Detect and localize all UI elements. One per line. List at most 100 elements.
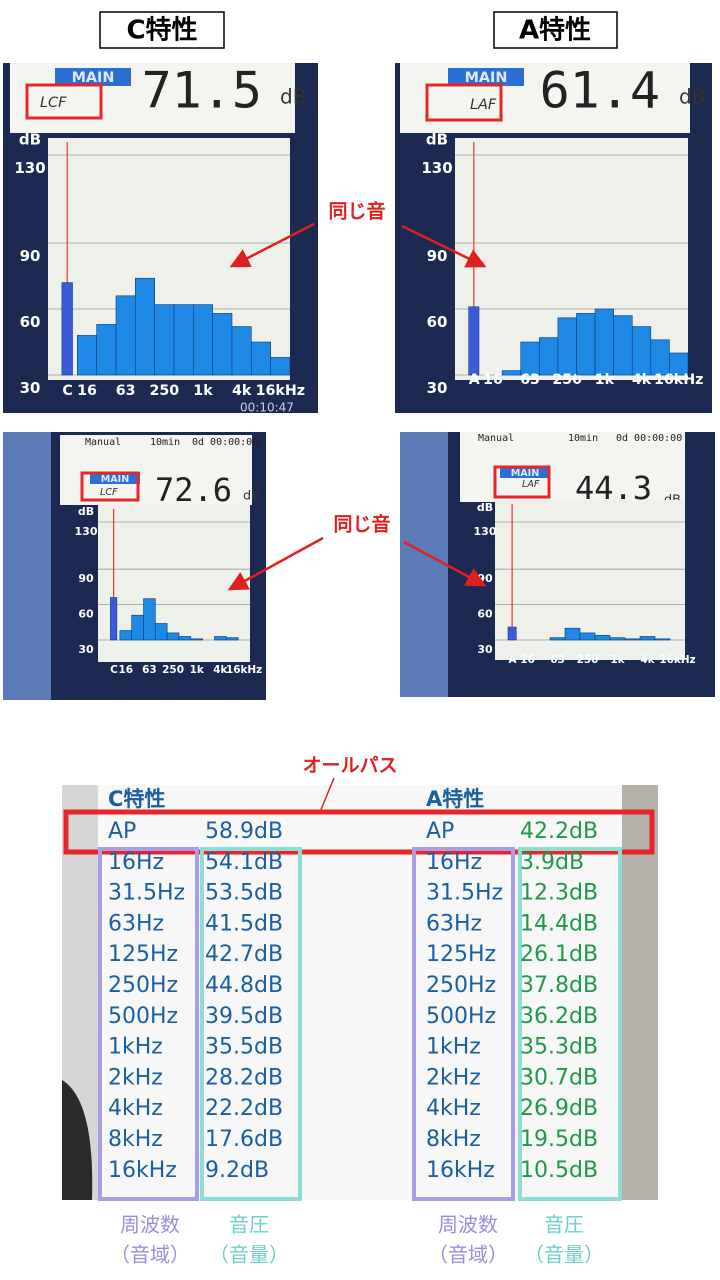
bar [166,632,180,641]
allpass-box [63,809,655,855]
y-axis-label: dB [426,131,448,149]
bar [639,636,656,641]
bar [212,313,233,376]
arrow [229,222,315,268]
y-axis-label: dB [477,501,493,514]
x-tick-label: 4k [232,383,252,399]
bar [131,614,144,641]
band-level: 36.2dB [520,1004,598,1029]
x-tick-label: A [508,654,517,666]
band-label: 4kHz [426,1096,481,1121]
band-label: 63Hz [426,911,482,936]
main-label: MAIN [511,468,540,479]
band-level: 42.7dB [205,942,283,967]
band-label: 8kHz [108,1127,163,1152]
column-heading: C特性 [108,787,165,811]
x-tick-label: 16 [118,664,133,676]
x-tick-label: 63 [116,383,136,399]
bar [549,637,566,641]
x-tick-label: 16kHz [226,664,262,676]
legend-text: （音量） [524,1243,604,1267]
band-level: 42.2dB [520,819,598,844]
bar [115,295,136,376]
x-tick-label: 4k [632,372,652,388]
band-level: 10.5dB [520,1158,598,1183]
band-level: 22.2dB [205,1096,283,1121]
mode-label: LAF [470,97,497,113]
bar [135,277,155,376]
band-level: 35.5dB [205,1035,283,1060]
band-label: 1kHz [426,1035,481,1060]
y-tick-label: 60 [477,608,493,621]
y-axis-label: dB [78,505,94,518]
y-tick-label: 30 [427,379,448,397]
band-label: AP [108,819,136,844]
band-label: AP [426,819,454,844]
bar [576,313,596,376]
bar [557,317,577,376]
bar [539,337,559,376]
bar [143,598,156,641]
level-box [200,847,302,1201]
reading-unit: dB [243,489,260,504]
status-text: 0d 00:00:00 [616,433,682,444]
x-tick-label: 16 [483,372,503,388]
band-label: 250Hz [108,973,178,998]
legend-text: 周波数 [438,1213,498,1237]
bar [594,634,611,641]
freq-box [412,847,515,1201]
callout-line [319,777,335,813]
arrow [403,540,487,587]
mode-label: LCF [40,95,67,111]
x-tick-label: 63 [142,664,157,676]
main-label: MAIN [101,474,130,485]
bar [654,638,671,641]
title-a: A特性 [519,15,591,46]
meter-casing [3,432,51,700]
x-tick-label: 16kHz [659,654,695,666]
legend-text: 周波数 [120,1213,180,1237]
bar [77,335,97,376]
y-tick-label: 130 [421,159,452,177]
reading: 71.5 [142,62,262,120]
band-label: 1kHz [108,1035,163,1060]
reading: 72.6 [155,471,232,509]
legend-text: 音圧 [544,1213,584,1237]
y-tick-label: 90 [78,572,94,585]
bar [173,304,194,376]
band-label: 16Hz [426,850,482,875]
x-tick-label: 4k [213,664,228,676]
highlight-box [25,83,103,120]
bar [214,636,227,641]
table: オールパス C特性 AP 58.9dB 16Hz 54.1dB 31.5Hz 53.5dB 6… [62,755,658,1267]
meter: Manual 10min 0d 00:00:00 MAIN LCF 72.6 dB dB 130… [3,432,266,700]
mode-label: LCF [100,487,118,498]
y-tick-label: 60 [427,313,448,331]
band-label: 125Hz [426,942,496,967]
y-tick-label: 130 [75,525,98,538]
band-level: 26.1dB [520,942,598,967]
status-text: 0d 00:00:00 [192,437,258,448]
y-axis-label: dB [19,131,41,149]
bar [564,627,581,641]
band-level: 26.9dB [520,1096,598,1121]
x-tick-label: 63 [520,372,540,388]
highlight-box [493,465,551,499]
band-level: 3.9dB [520,850,584,875]
bar [190,638,203,641]
band-level: 17.6dB [205,1127,283,1152]
band-level: 19.5dB [520,1127,598,1152]
status-text: 10min [150,437,180,448]
x-tick-label: 1k [610,654,625,666]
freq-box [98,847,199,1201]
allpass-label: オールパス [302,755,397,777]
band-label: 500Hz [108,1004,178,1029]
bar [61,282,73,376]
meter: MAIN LAF 61.4 dB dB 130 90 60 30 A 16 63 250 1k 4k 16kH… [395,62,712,413]
y-tick-label: 60 [78,608,94,621]
reading-unit: dB [679,85,705,109]
band-level: 37.8dB [520,973,598,998]
x-tick-label: 16kHz [256,383,306,399]
y-tick-label: 30 [477,643,493,656]
